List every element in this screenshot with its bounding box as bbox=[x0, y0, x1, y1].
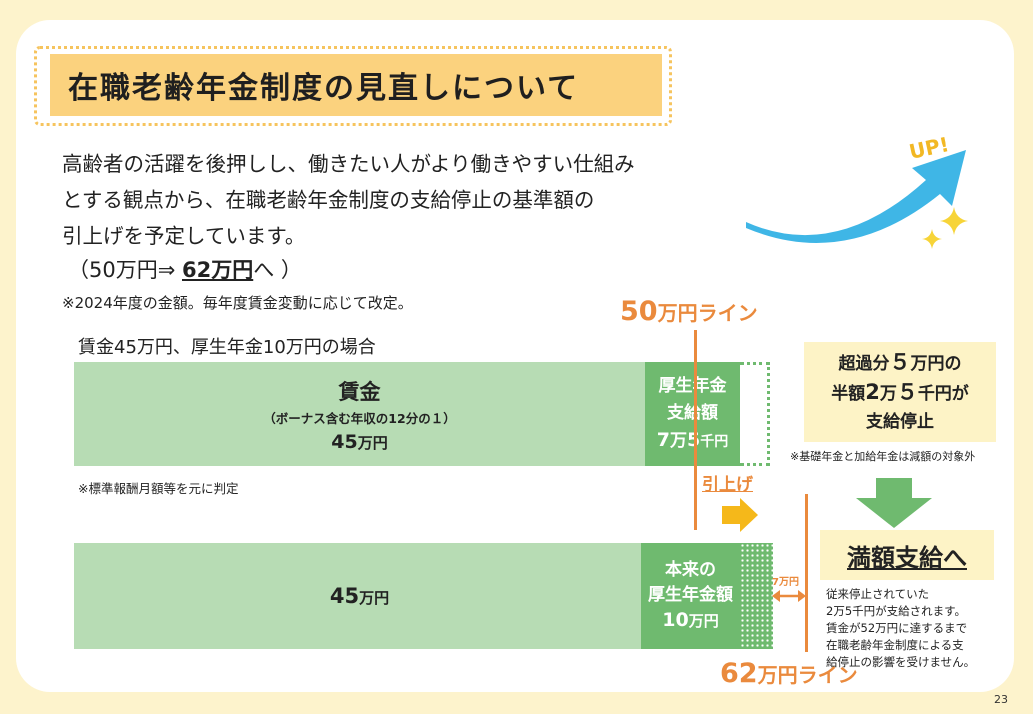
excess-line2c: 千円が bbox=[917, 384, 969, 404]
wage-bottom-number: 45 bbox=[329, 584, 360, 608]
full-text-line-3: 賃金が52万円に達するまで bbox=[826, 621, 968, 635]
full-pension-unit: 万円 bbox=[688, 612, 719, 630]
excess-line3: 支給停止 bbox=[866, 412, 934, 432]
case-label: 賃金45万円、厚生年金10万円の場合 bbox=[78, 337, 376, 358]
excess-line2: 半額2万５千円が bbox=[831, 378, 969, 408]
line-62-label: 62万円ライン bbox=[720, 658, 858, 689]
stopped-portion-outline bbox=[740, 362, 770, 466]
full-pension-line1: 本来の bbox=[665, 560, 716, 580]
intro-line-2: とする観点から、在職老齢年金制度の支給停止の基準額の bbox=[62, 188, 595, 212]
double-arrow-icon bbox=[772, 588, 806, 607]
down-arrow-icon bbox=[856, 478, 932, 532]
new-threshold: 62万円 bbox=[182, 258, 254, 282]
line-50-number: 50 bbox=[620, 296, 658, 327]
pension-paid-block: 厚生年金 支給額 7万5千円 bbox=[645, 362, 740, 466]
excess-line1-num: ５ bbox=[889, 350, 911, 374]
threshold-change: （50万円⇒ 62万円へ ） bbox=[68, 254, 302, 284]
full-pension-amount: 10万円 bbox=[662, 608, 718, 634]
standard-remuneration-note: ※標準報酬月額等を元に判定 bbox=[78, 481, 239, 496]
pension-paid-unit2: 千円 bbox=[700, 433, 729, 450]
fiscal-year-note: ※2024年度の金額。毎年度賃金変動に応じて改定。 bbox=[62, 294, 413, 312]
pension-paid-unit1: 万 bbox=[670, 430, 687, 451]
intro-line-3: 引上げを予定しています。 bbox=[62, 224, 306, 248]
wage-amount-unit: 万円 bbox=[357, 433, 388, 452]
pension-paid-line2: 支給額 bbox=[667, 402, 718, 423]
excess-stop-box: 超過分５万円の 半額2万５千円が 支給停止 bbox=[804, 342, 996, 442]
excess-line1b: 万円の bbox=[910, 354, 962, 374]
excess-line1a: 超過分 bbox=[838, 354, 890, 374]
wage-bottom-amount: 45万円 bbox=[330, 584, 389, 608]
excess-line2b: 万 bbox=[879, 384, 897, 404]
page-number: 23 bbox=[994, 693, 1008, 706]
seven-man-label: 7万円 bbox=[772, 577, 799, 588]
wage-amount-number: 45 bbox=[331, 430, 358, 453]
line-50-unit: 万円ライン bbox=[657, 301, 758, 325]
excess-line2-num1: 2 bbox=[865, 380, 880, 404]
full-payment-box: 満額支給へ bbox=[820, 530, 994, 580]
pension-paid-line1: 厚生年金 bbox=[658, 375, 727, 396]
raise-label: 引上げ bbox=[702, 475, 753, 495]
wage-title: 賃金 bbox=[338, 379, 381, 404]
page-title: 在職老齢年金制度の見直しについて bbox=[50, 54, 662, 116]
full-payment-label: 満額支給へ bbox=[847, 543, 967, 572]
amount-prefix: （50万円⇒ bbox=[68, 258, 182, 282]
raise-arrow-icon bbox=[722, 496, 760, 538]
excess-line2a: 半額 bbox=[831, 384, 866, 404]
excess-line1: 超過分５万円の bbox=[839, 348, 962, 378]
wage-bottom-unit: 万円 bbox=[359, 589, 390, 607]
wage-amount: 45万円 bbox=[331, 431, 387, 453]
wage-bar-top: 賃金 （ボーナス含む年収の12分の１） 45万円 bbox=[74, 362, 645, 466]
pension-paid-num1: 7 bbox=[656, 428, 670, 451]
pension-paid-amount: 7万5千円 bbox=[657, 427, 728, 456]
line-62-number: 62 bbox=[720, 658, 758, 689]
basic-pension-note: ※基礎年金と加給年金は減額の対象外 bbox=[790, 450, 976, 463]
intro-line-1: 高齢者の活躍を後押しし、働きたい人がより働きやすい仕組み bbox=[62, 152, 635, 176]
intro-text: 高齢者の活躍を後押しし、働きたい人がより働きやすい仕組み とする観点から、在職老… bbox=[62, 146, 662, 254]
full-pension-line2: 厚生年金額 bbox=[648, 585, 733, 605]
full-text-line-1: 従来停止されていた bbox=[826, 587, 930, 601]
full-pension-block: 本来の 厚生年金額 10万円 bbox=[641, 543, 740, 649]
amount-suffix: へ ） bbox=[253, 258, 302, 282]
wage-subtitle: （ボーナス含む年収の12分の１） bbox=[263, 410, 456, 426]
line-62-unit: 万円ライン bbox=[757, 663, 858, 687]
title-dotted-frame bbox=[34, 46, 672, 126]
full-text-line-5: 給停止の影響を受けません。 bbox=[826, 655, 976, 669]
dotted-extra-portion bbox=[740, 543, 773, 649]
full-text-line-2: 2万5千円が支給されます。 bbox=[826, 604, 966, 618]
line-62-marker bbox=[805, 494, 808, 652]
excess-line2-num2: ５ bbox=[896, 380, 918, 404]
line-50-label: 50万円ライン bbox=[620, 296, 758, 327]
full-payment-description: 従来停止されていた 2万5千円が支給されます。 賃金が52万円に達するまで 在職… bbox=[826, 586, 998, 671]
sparkle-icon bbox=[918, 205, 974, 261]
line-50-marker bbox=[694, 330, 697, 530]
full-pension-number: 10 bbox=[662, 609, 689, 631]
wage-bar-bottom: 45万円 bbox=[74, 543, 645, 649]
full-text-line-4: 在職老齢年金制度による支 bbox=[826, 638, 964, 652]
up-arrow-icon bbox=[740, 130, 970, 264]
